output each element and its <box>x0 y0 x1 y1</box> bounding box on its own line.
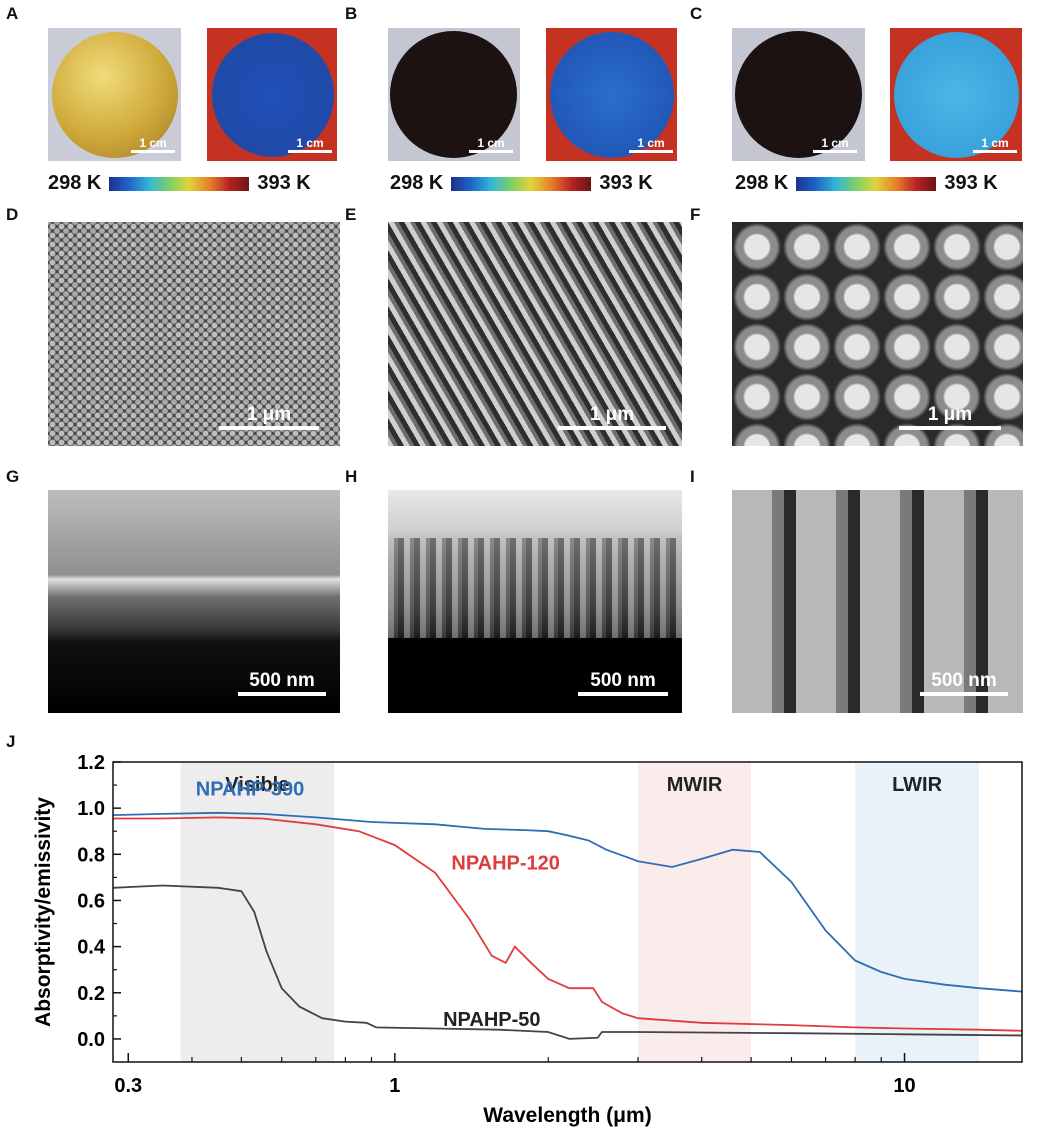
thermal-image-c: 1 cm <box>890 28 1022 161</box>
photo-b-sample: 1 cm <box>388 28 520 161</box>
scale-bar-c: 1 cm <box>812 136 858 155</box>
colorbar-max-label: 393 K <box>599 172 653 194</box>
scale-bar-h: 500 nm <box>576 670 670 698</box>
colorbar-min-label: 298 K <box>390 172 444 194</box>
panel-label-b: B <box>345 4 358 23</box>
thermal-image-a: 1 cm <box>207 28 337 161</box>
thermal-image-b: 1 cm <box>546 28 677 161</box>
visible-band-label: Visible <box>225 774 289 796</box>
sem-image-f: 1 μm <box>732 222 1023 446</box>
panel-label-g: G <box>6 467 20 486</box>
sem-image-d: 1 μm <box>48 222 340 446</box>
y-tick-label: 0.0 <box>77 1029 105 1051</box>
panel-label-h: H <box>345 467 358 486</box>
colorbar-c: 298 K 393 K <box>735 172 998 195</box>
scale-bar-b: 1 cm <box>468 136 514 155</box>
scale-bar-a: 1 cm <box>130 136 176 155</box>
photo-c-sample: 1 cm <box>732 28 865 161</box>
y-axis-label: Absorptivity/emissivity <box>32 797 55 1027</box>
y-tick-label: 0.4 <box>77 937 106 959</box>
colorbar-a: 298 K 393 K <box>48 172 311 195</box>
sem-cross-section-g: 500 nm <box>48 490 340 713</box>
lwir-band <box>855 762 980 1062</box>
scale-bar-b-thermal: 1 cm <box>628 136 674 155</box>
panel-label-j: J <box>6 732 16 751</box>
y-tick-label: 0.2 <box>77 983 105 1005</box>
mwir-band <box>638 762 752 1062</box>
panel-label-a: A <box>6 4 19 23</box>
scale-bar-e: 1 μm <box>556 404 668 432</box>
colorbar-max-label: 393 K <box>944 172 998 194</box>
scale-bar-c-thermal: 1 cm <box>972 136 1018 155</box>
sem-cross-section-i: 500 nm <box>732 490 1023 713</box>
colorbar-gradient <box>796 176 937 191</box>
lwir-band-label: LWIR <box>892 774 943 796</box>
colorbar-max-label: 393 K <box>257 172 311 194</box>
plot-frame <box>112 761 1023 1063</box>
colorbar-gradient <box>451 176 592 191</box>
y-tick-label: 1.2 <box>77 752 105 774</box>
y-tick-label: 0.6 <box>77 890 105 912</box>
panel-label-f: F <box>690 205 701 224</box>
scale-bar-g: 500 nm <box>236 670 328 698</box>
x-tick-label: 10 <box>893 1075 915 1097</box>
x-axis-label: Wavelength (μm) <box>483 1104 651 1127</box>
panel-label-i: I <box>690 467 695 486</box>
mwir-band-label: MWIR <box>667 774 723 796</box>
absorptivity-chart: Visible MWIR LWIR NPAHP-390 NPAHP-120 NPAHP-… <box>32 752 1023 1127</box>
y-tick-label: 0.8 <box>77 844 105 866</box>
colorbar-min-label: 298 K <box>48 172 102 194</box>
series-npahp-120-label: NPAHP-120 <box>451 852 560 874</box>
scale-bar-f: 1 μm <box>897 404 1003 432</box>
visible-band <box>180 762 335 1062</box>
scale-bar-d: 1 μm <box>218 404 320 432</box>
scale-bar-a-thermal: 1 cm <box>287 136 333 155</box>
series-npahp-390 <box>112 811 1023 993</box>
series-npahp-390-label: NPAHP-390 <box>196 778 305 800</box>
colorbar-b: 298 K 393 K <box>390 172 653 195</box>
y-tick-label: 1.0 <box>77 798 105 820</box>
photo-a-sample: 1 cm <box>48 28 181 161</box>
colorbar-min-label: 298 K <box>735 172 789 194</box>
panel-label-d: D <box>6 205 19 224</box>
series-npahp-50 <box>112 884 1023 1040</box>
panel-label-c: C <box>690 4 703 23</box>
scale-bar-i: 500 nm <box>918 670 1010 698</box>
series-npahp-120 <box>113 816 1023 1032</box>
panel-label-e: E <box>345 205 357 224</box>
sem-image-e: 1 μm <box>388 222 682 446</box>
x-tick-label: 1 <box>389 1075 400 1097</box>
series-npahp-50-label: NPAHP-50 <box>443 1009 540 1031</box>
sem-cross-section-h: 500 nm <box>388 490 682 713</box>
x-tick-label: 0.3 <box>114 1075 142 1097</box>
colorbar-gradient <box>109 176 250 191</box>
